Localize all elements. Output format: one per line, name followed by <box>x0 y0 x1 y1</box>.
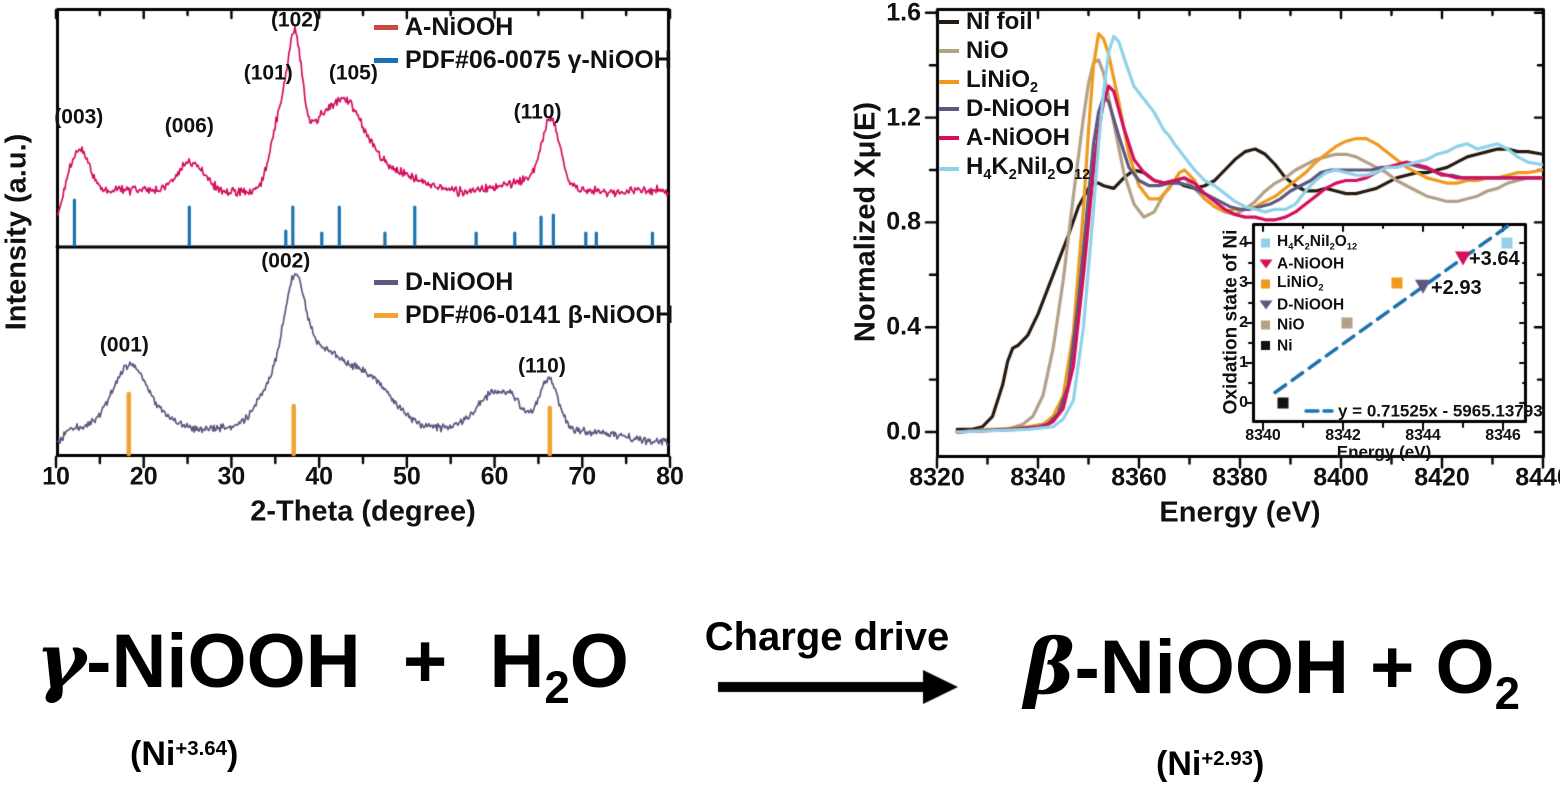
text-segment: + <box>360 619 490 704</box>
text-segment: 2 <box>544 661 570 713</box>
text-segment: 2 <box>1494 667 1520 719</box>
text-segment: +2.93 <box>1201 747 1253 770</box>
text-segment: γ <box>36 616 87 705</box>
text-segment: H <box>489 619 545 704</box>
text-segment: (Ni <box>130 735 176 773</box>
text-segment: ) <box>226 735 239 773</box>
reactant-formula: γ-NiOOH + H2O <box>36 623 629 711</box>
reaction-arrow-label: Charge drive <box>704 615 950 659</box>
text-segment: ) <box>1252 745 1265 783</box>
reactant-oxidation-state: (Ni+3.64) <box>130 737 238 771</box>
product-formula: β-NiOOH + O2 <box>1024 629 1520 717</box>
text-segment: O <box>569 619 629 704</box>
text-segment: -NiOOH <box>86 619 361 704</box>
text-segment: (Ni <box>1156 745 1202 783</box>
text-segment: +3.64 <box>175 737 227 760</box>
product-oxidation-state: (Ni+2.93) <box>1156 747 1264 781</box>
text-segment: β <box>1024 622 1075 711</box>
text-segment: -NiOOH + O <box>1074 625 1495 710</box>
